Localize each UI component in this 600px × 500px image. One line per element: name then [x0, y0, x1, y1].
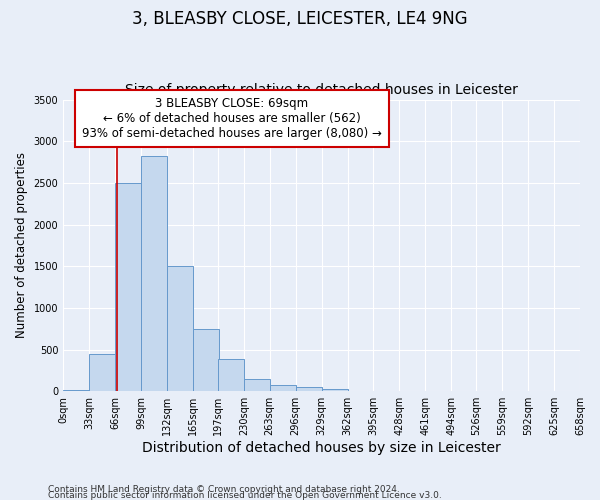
Title: Size of property relative to detached houses in Leicester: Size of property relative to detached ho…: [125, 83, 518, 97]
Bar: [167, 266, 193, 391]
Bar: [89, 354, 115, 391]
Text: Contains HM Land Registry data © Crown copyright and database right 2024.: Contains HM Land Registry data © Crown c…: [48, 484, 400, 494]
Y-axis label: Number of detached properties: Number of detached properties: [15, 152, 28, 338]
Text: Contains public sector information licensed under the Open Government Licence v3: Contains public sector information licen…: [48, 490, 442, 500]
Bar: [193, 328, 218, 391]
X-axis label: Distribution of detached houses by size in Leicester: Distribution of detached houses by size …: [142, 441, 501, 455]
Text: 3 BLEASBY CLOSE: 69sqm
← 6% of detached houses are smaller (562)
93% of semi-det: 3 BLEASBY CLOSE: 69sqm ← 6% of detached …: [82, 97, 382, 140]
Text: 3, BLEASBY CLOSE, LEICESTER, LE4 9NG: 3, BLEASBY CLOSE, LEICESTER, LE4 9NG: [132, 10, 468, 28]
Bar: [296, 387, 322, 391]
Bar: [322, 388, 347, 391]
Bar: [218, 358, 244, 391]
Bar: [244, 378, 270, 391]
Bar: [115, 183, 141, 391]
Bar: [63, 390, 89, 391]
Bar: [141, 156, 167, 391]
Bar: [270, 385, 296, 391]
